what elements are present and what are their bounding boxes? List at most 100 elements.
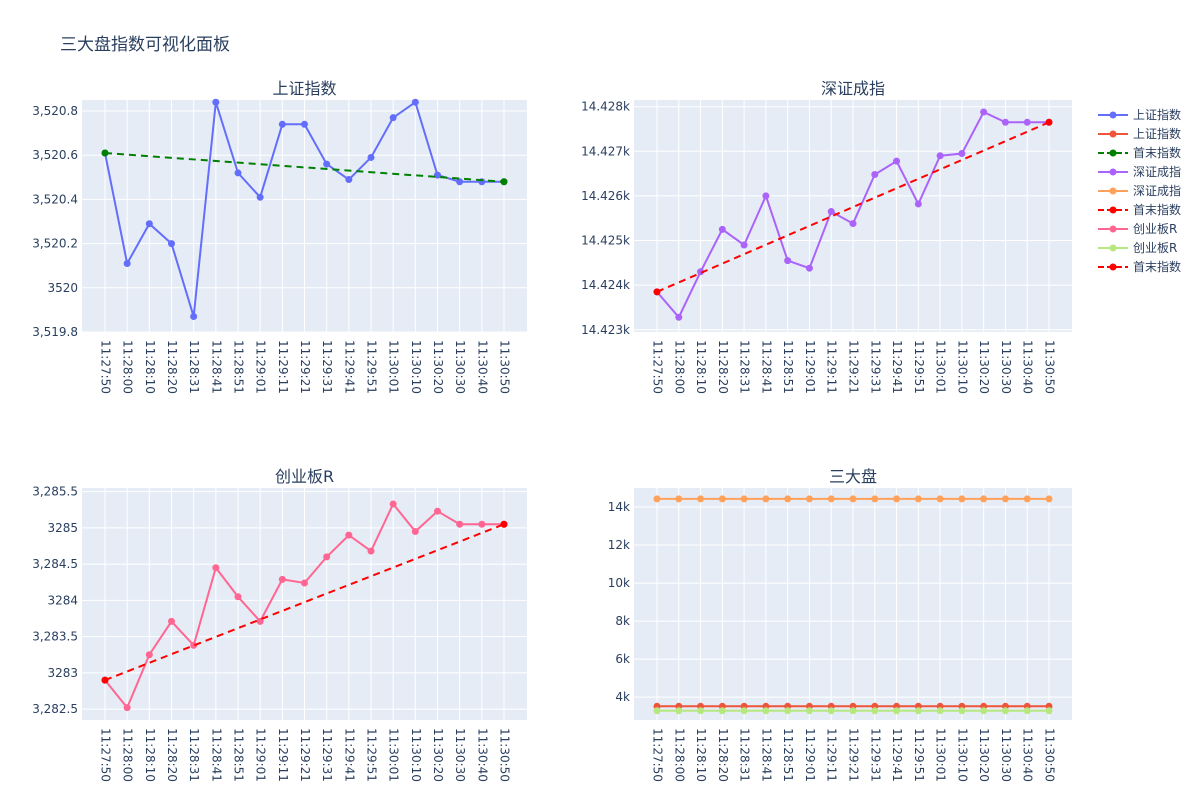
legend-item[interactable]: 创业板R [1098,241,1177,255]
data-point[interactable] [675,707,683,715]
data-point[interactable] [168,240,175,248]
data-point[interactable] [278,120,286,128]
data-point[interactable] [958,150,966,158]
data-point[interactable] [456,178,464,186]
data-point[interactable] [101,676,109,684]
data-point[interactable] [323,160,331,168]
data-point[interactable] [893,157,901,165]
data-point[interactable] [893,707,901,715]
data-point[interactable] [123,704,131,712]
data-point[interactable] [500,178,508,186]
data-point[interactable] [345,531,353,539]
legend-item[interactable]: 深证成指 [1098,183,1181,198]
data-point[interactable] [784,495,792,503]
data-point[interactable] [784,257,792,265]
data-point[interactable] [762,192,770,200]
data-point[interactable] [914,495,922,503]
data-point[interactable] [1023,495,1031,503]
data-point[interactable] [762,495,770,503]
data-point[interactable] [827,495,835,503]
data-point[interactable] [958,495,966,503]
data-point[interactable] [871,707,879,715]
data-point[interactable] [389,114,397,122]
data-point[interactable] [980,495,988,503]
data-point[interactable] [234,593,242,601]
legend-item[interactable]: 上证指数 [1098,126,1181,141]
data-point[interactable] [145,651,153,659]
legend-item[interactable]: 首末指数 [1098,259,1181,274]
data-point[interactable] [762,707,770,715]
data-point[interactable] [145,220,153,228]
legend-item[interactable]: 首末指数 [1098,202,1181,217]
data-point[interactable] [1045,495,1053,503]
data-point[interactable] [434,507,441,515]
data-point[interactable] [411,98,419,106]
data-point[interactable] [234,169,242,177]
data-point[interactable] [718,495,726,503]
data-point[interactable] [456,520,464,528]
data-point[interactable] [871,171,879,179]
legend-item[interactable]: 创业板R [1098,222,1177,236]
data-point[interactable] [478,520,486,528]
data-point[interactable] [653,495,661,503]
data-point[interactable] [936,495,944,503]
data-point[interactable] [805,264,813,272]
data-point[interactable] [123,260,131,268]
data-point[interactable] [849,707,857,715]
data-point[interactable] [500,520,508,528]
data-point[interactable] [323,553,331,561]
data-point[interactable] [740,707,748,715]
data-point[interactable] [871,495,879,503]
data-point[interactable] [190,313,198,321]
data-point[interactable] [849,495,857,503]
data-point[interactable] [936,707,944,715]
data-point[interactable] [1001,118,1009,126]
data-point[interactable] [718,225,726,233]
data-point[interactable] [1023,707,1031,715]
data-point[interactable] [849,220,857,228]
data-point[interactable] [168,617,175,625]
data-point[interactable] [1045,707,1053,715]
data-point[interactable] [278,575,286,583]
data-point[interactable] [1023,118,1031,126]
data-point[interactable] [434,171,441,179]
data-point[interactable] [893,495,901,503]
data-point[interactable] [190,641,198,649]
data-point[interactable] [653,288,661,296]
data-point[interactable] [675,313,683,321]
data-point[interactable] [980,707,988,715]
data-point[interactable] [212,564,220,572]
data-point[interactable] [675,495,683,503]
data-point[interactable] [980,108,988,116]
data-point[interactable] [827,707,835,715]
data-point[interactable] [101,149,109,157]
data-point[interactable] [827,208,835,216]
data-point[interactable] [345,176,353,184]
data-point[interactable] [914,200,922,208]
data-point[interactable] [697,707,705,715]
data-point[interactable] [805,707,813,715]
legend-item[interactable]: 深证成指 [1098,164,1181,179]
data-point[interactable] [697,268,705,276]
data-point[interactable] [367,547,375,555]
data-point[interactable] [697,495,705,503]
data-point[interactable] [301,579,308,587]
data-point[interactable] [1001,707,1009,715]
data-point[interactable] [301,120,308,128]
data-point[interactable] [914,707,922,715]
data-point[interactable] [958,707,966,715]
legend-item[interactable]: 上证指数 [1098,107,1181,122]
data-point[interactable] [1001,495,1009,503]
data-point[interactable] [936,152,944,160]
data-point[interactable] [740,241,748,249]
data-point[interactable] [805,495,813,503]
legend-item[interactable]: 首末指数 [1098,145,1181,160]
data-point[interactable] [256,193,264,201]
data-point[interactable] [740,495,748,503]
data-point[interactable] [389,500,397,508]
data-point[interactable] [653,707,661,715]
data-point[interactable] [1045,118,1053,126]
data-point[interactable] [784,707,792,715]
data-point[interactable] [718,707,726,715]
